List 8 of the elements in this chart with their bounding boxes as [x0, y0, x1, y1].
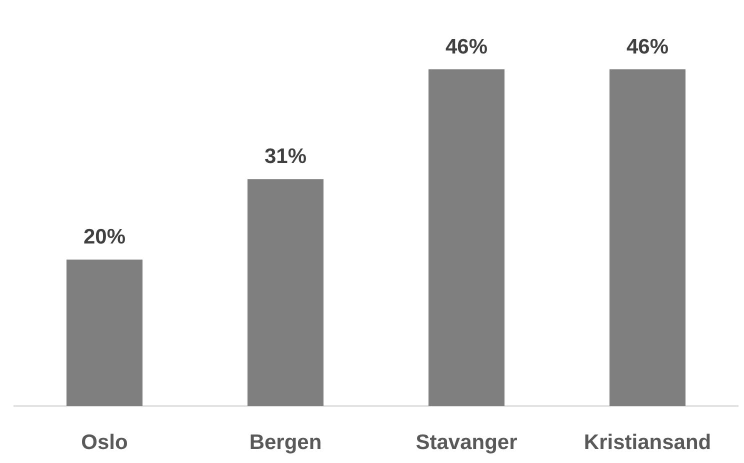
- data-label: 46%: [626, 35, 669, 58]
- x-tick-label: Kristiansand: [584, 431, 712, 454]
- x-tick-label: Oslo: [81, 431, 128, 454]
- data-label: 46%: [445, 35, 488, 58]
- x-tick-label: Bergen: [249, 431, 322, 454]
- data-label: 31%: [264, 145, 307, 168]
- x-tick-label: Stavanger: [416, 431, 518, 454]
- data-label: 20%: [83, 226, 126, 249]
